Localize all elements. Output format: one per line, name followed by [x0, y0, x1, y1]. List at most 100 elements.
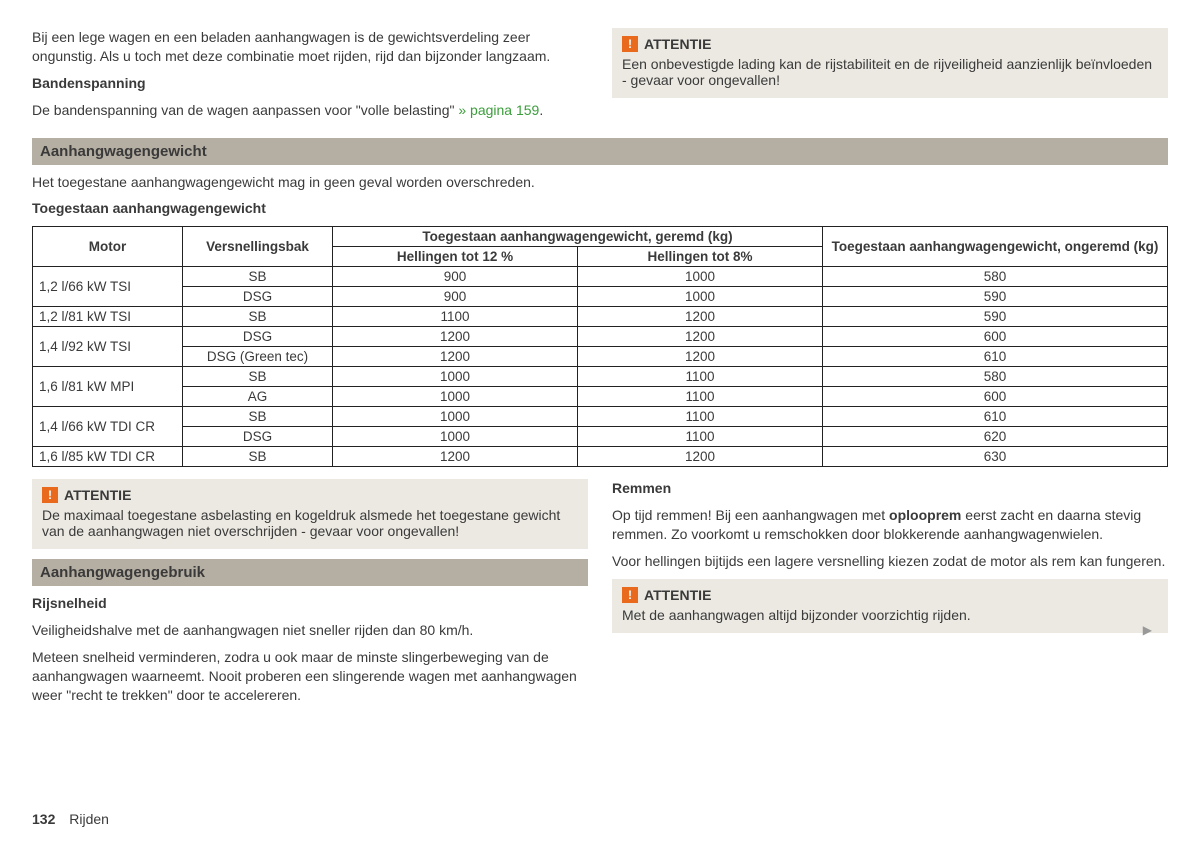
- table-cell: 600: [823, 327, 1168, 347]
- bandenspanning-body: De bandenspanning van de wagen aanpassen…: [32, 101, 588, 120]
- table-cell: 1000: [333, 427, 578, 447]
- chapter-name: Rijden: [69, 811, 109, 827]
- table-row: 1,2 l/81 kW TSISB11001200590: [33, 307, 1168, 327]
- table-cell: DSG (Green tec): [183, 347, 333, 367]
- table-cell: 1200: [578, 307, 823, 327]
- page-link-159[interactable]: » pagina 159: [458, 102, 539, 118]
- table-cell: 1100: [578, 427, 823, 447]
- table-cell: 600: [823, 387, 1168, 407]
- attentie-2-body: Met de aanhangwagen altijd bijzonder voo…: [622, 607, 1158, 623]
- table-cell: SB: [183, 267, 333, 287]
- cell-motor: 1,4 l/66 kW TDI CR: [33, 407, 183, 447]
- table-row: DSG (Green tec)12001200610: [33, 347, 1168, 367]
- table-row: 1,4 l/66 kW TDI CRSB10001100610: [33, 407, 1168, 427]
- table-cell: 1200: [333, 447, 578, 467]
- table-cell: 590: [823, 287, 1168, 307]
- attentie-top: ! ATTENTIE Een onbevestigde lading kan d…: [612, 28, 1168, 98]
- bottom-right-col: Remmen Op tijd remmen! Bij een aanhangwa…: [612, 479, 1168, 712]
- attentie-2: ! ATTENTIE Met de aanhangwagen altijd bi…: [612, 579, 1168, 633]
- table-cell: DSG: [183, 287, 333, 307]
- remmen-bold: oplooprem: [889, 507, 961, 523]
- table-cell: 1200: [578, 347, 823, 367]
- table-cell: 1200: [578, 327, 823, 347]
- top-columns: Bij een lege wagen en een beladen aanhan…: [32, 28, 1168, 128]
- th-hellingen-8: Hellingen tot 8%: [578, 247, 823, 267]
- continue-arrow-icon: ▶: [1143, 623, 1152, 637]
- table-row: DSG10001100620: [33, 427, 1168, 447]
- trailer-weight-table: Motor Versnellingsbak Toegestaan aanhang…: [32, 226, 1168, 467]
- remmen-p2: Voor hellingen bijtijds een lagere versn…: [612, 552, 1168, 571]
- table-row: DSG9001000590: [33, 287, 1168, 307]
- page-footer: 132 Rijden: [32, 811, 109, 827]
- trailer-weight-table-wrap: Motor Versnellingsbak Toegestaan aanhang…: [32, 226, 1168, 467]
- th-versnellingsbak: Versnellingsbak: [183, 227, 333, 267]
- table-cell: DSG: [183, 327, 333, 347]
- attentie-top-title: ATTENTIE: [644, 36, 711, 52]
- table-row: 1,6 l/81 kW MPISB10001100580: [33, 367, 1168, 387]
- table-cell: 630: [823, 447, 1168, 467]
- table-cell: SB: [183, 407, 333, 427]
- table-cell: 900: [333, 267, 578, 287]
- section-aanhangwagengewicht: Aanhangwagengewicht: [32, 138, 1168, 165]
- attentie-top-head: ! ATTENTIE: [622, 36, 1158, 52]
- sec1-p1: Het toegestane aanhangwagengewicht mag i…: [32, 173, 1168, 192]
- table-row: 1,6 l/85 kW TDI CRSB12001200630: [33, 447, 1168, 467]
- bottom-columns: ! ATTENTIE De maximaal toegestane asbela…: [32, 479, 1168, 712]
- table-cell: 1000: [333, 387, 578, 407]
- cell-motor: 1,2 l/66 kW TSI: [33, 267, 183, 307]
- section-aanhangwagengebruik: Aanhangwagengebruik: [32, 559, 588, 586]
- th-ongeremd: Toegestaan aanhangwagengewicht, ongeremd…: [823, 227, 1168, 267]
- table-cell: DSG: [183, 427, 333, 447]
- warning-icon: !: [622, 36, 638, 52]
- rijsnelheid-p2: Meteen snelheid verminderen, zodra u ook…: [32, 648, 588, 705]
- table-cell: 620: [823, 427, 1168, 447]
- attentie-1: ! ATTENTIE De maximaal toegestane asbela…: [32, 479, 588, 549]
- table-cell: 1100: [578, 407, 823, 427]
- rijsnelheid-heading: Rijsnelheid: [32, 594, 588, 613]
- table-cell: SB: [183, 367, 333, 387]
- table-caption: Toegestaan aanhangwagengewicht: [32, 199, 1168, 218]
- th-motor: Motor: [33, 227, 183, 267]
- attentie-1-title: ATTENTIE: [64, 487, 131, 503]
- table-cell: SB: [183, 307, 333, 327]
- bandenspanning-text-b: .: [539, 102, 543, 118]
- remmen-heading: Remmen: [612, 479, 1168, 498]
- table-cell: AG: [183, 387, 333, 407]
- attentie-2-head: ! ATTENTIE: [622, 587, 1158, 603]
- remmen-p1a: Op tijd remmen! Bij een aanhangwagen met: [612, 507, 889, 523]
- table-row: AG10001100600: [33, 387, 1168, 407]
- table-cell: 590: [823, 307, 1168, 327]
- page-number: 132: [32, 811, 55, 827]
- bandenspanning-text-a: De bandenspanning van de wagen aanpassen…: [32, 102, 458, 118]
- table-cell: 1200: [333, 327, 578, 347]
- warning-icon: !: [622, 587, 638, 603]
- attentie-1-body: De maximaal toegestane asbelasting en ko…: [42, 507, 578, 539]
- table-cell: 1100: [578, 387, 823, 407]
- table-cell: 1000: [578, 287, 823, 307]
- top-left-col: Bij een lege wagen en een beladen aanhan…: [32, 28, 588, 128]
- rijsnelheid-p1: Veiligheidshalve met de aanhangwagen nie…: [32, 621, 588, 640]
- attentie-2-title: ATTENTIE: [644, 587, 711, 603]
- table-cell: 1000: [578, 267, 823, 287]
- warning-icon: !: [42, 487, 58, 503]
- intro-p1: Bij een lege wagen en een beladen aanhan…: [32, 28, 588, 66]
- remmen-p1: Op tijd remmen! Bij een aanhangwagen met…: [612, 506, 1168, 544]
- table-cell: 580: [823, 367, 1168, 387]
- table-cell: 610: [823, 407, 1168, 427]
- table-cell: 1200: [578, 447, 823, 467]
- th-hellingen-12: Hellingen tot 12 %: [333, 247, 578, 267]
- cell-motor: 1,4 l/92 kW TSI: [33, 327, 183, 367]
- table-cell: 1000: [333, 367, 578, 387]
- table-cell: 900: [333, 287, 578, 307]
- attentie-1-head: ! ATTENTIE: [42, 487, 578, 503]
- table-cell: 580: [823, 267, 1168, 287]
- cell-motor: 1,6 l/81 kW MPI: [33, 367, 183, 407]
- th-geremd: Toegestaan aanhangwagengewicht, geremd (…: [333, 227, 823, 247]
- table-row: 1,4 l/92 kW TSIDSG12001200600: [33, 327, 1168, 347]
- table-cell: 1100: [578, 367, 823, 387]
- table-cell: 610: [823, 347, 1168, 367]
- bottom-left-col: ! ATTENTIE De maximaal toegestane asbela…: [32, 479, 588, 712]
- top-right-col: ! ATTENTIE Een onbevestigde lading kan d…: [612, 28, 1168, 128]
- attentie-top-body: Een onbevestigde lading kan de rijstabil…: [622, 56, 1158, 88]
- table-cell: 1000: [333, 407, 578, 427]
